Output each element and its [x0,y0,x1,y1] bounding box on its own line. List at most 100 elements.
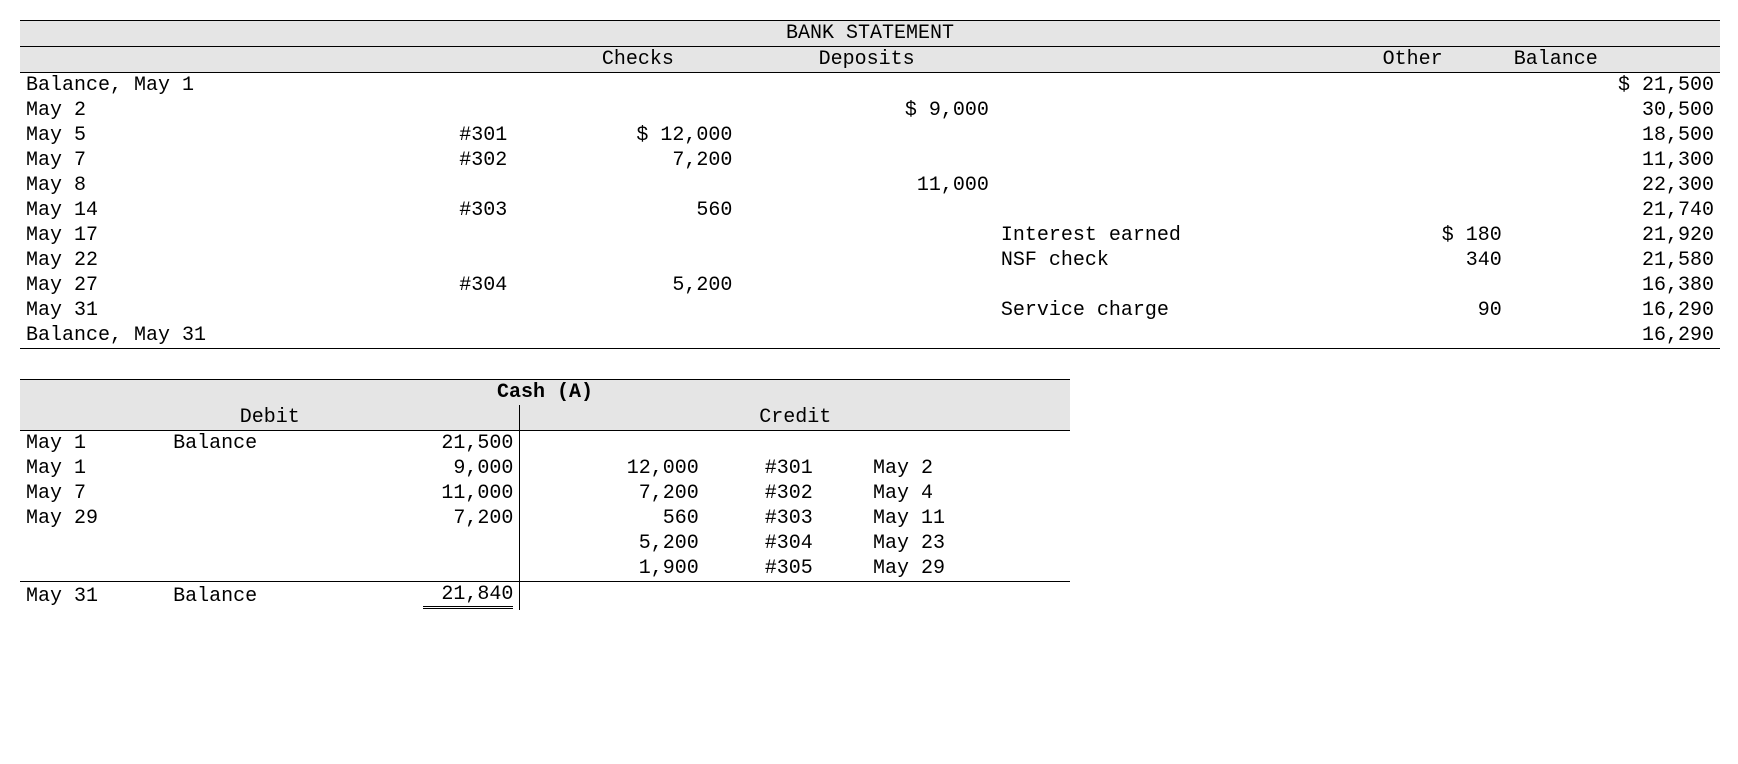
debit-label: Balance [167,431,334,457]
cell-checks [537,73,738,99]
bank-statement-row: May 22NSF check34021,580 [20,248,1720,273]
cell-date: May 31 [20,298,376,323]
cell-checks: 5,200 [537,273,738,298]
credit-amount: 12,000 [520,456,705,481]
cell-other-desc: Service charge [995,298,1318,323]
cell-check-num [376,323,537,349]
cash-row: May 297,200560#303May 11 [20,506,1070,531]
debit-amount: 21,500 [334,431,520,457]
credit-date [867,431,1070,457]
debit-date: May 7 [20,481,167,506]
debit-amount: 9,000 [334,456,520,481]
cell-balance: 21,580 [1508,248,1720,273]
cell-deposits [738,223,994,248]
debit-label [167,456,334,481]
bank-statement-title-row: BANK STATEMENT [20,21,1720,47]
credit-ref: #304 [705,531,867,556]
debit-label [167,506,334,531]
cell-other-desc [995,323,1318,349]
debit-amount [334,556,520,582]
cell-other-amt [1318,173,1508,198]
cell-date: May 17 [20,223,376,248]
cell-date: May 14 [20,198,376,223]
cell-balance: 30,500 [1508,98,1720,123]
cell-deposits: $ 9,000 [738,98,994,123]
cell-checks [537,248,738,273]
cell-check-num [376,248,537,273]
col-checks-header: Checks [537,47,738,73]
cell-checks: 560 [537,198,738,223]
cell-deposits [738,148,994,173]
cell-check-num: #302 [376,148,537,173]
cell-deposits [738,248,994,273]
cell-date: May 8 [20,173,376,198]
cash-ending-row: May 31 Balance 21,840 [20,582,1070,611]
bank-statement-table: BANK STATEMENT Checks Deposits Other Bal… [20,20,1720,349]
cell-deposits [738,198,994,223]
col-other-amt-header: Other [1318,47,1508,73]
cell-other-amt: 90 [1318,298,1508,323]
cell-check-num [376,73,537,99]
credit-ref [705,431,867,457]
cell-date: May 2 [20,98,376,123]
cell-other-amt [1318,98,1508,123]
credit-date: May 11 [867,506,1070,531]
credit-date: May 29 [867,556,1070,582]
cell-balance: 18,500 [1508,123,1720,148]
bank-statement-row: May 17Interest earned$ 18021,920 [20,223,1720,248]
cell-checks: $ 12,000 [537,123,738,148]
bank-statement-row: May 811,00022,300 [20,173,1720,198]
debit-date: May 29 [20,506,167,531]
cell-other-desc [995,273,1318,298]
cash-row: May 711,0007,200#302May 4 [20,481,1070,506]
cell-balance: 16,290 [1508,298,1720,323]
credit-amount [520,431,705,457]
cell-other-desc [995,198,1318,223]
credit-date: May 23 [867,531,1070,556]
cell-check-num [376,298,537,323]
credit-amount: 1,900 [520,556,705,582]
cell-check-num: #301 [376,123,537,148]
cell-check-num [376,223,537,248]
cash-row: 1,900#305May 29 [20,556,1070,582]
bank-statement-row: Balance, May 3116,290 [20,323,1720,349]
bank-statement-title: BANK STATEMENT [20,21,1720,47]
debit-date [20,531,167,556]
bank-statement-row: May 5#301$ 12,00018,500 [20,123,1720,148]
cell-date: May 7 [20,148,376,173]
credit-amount: 7,200 [520,481,705,506]
bank-statement-row: May 27#3045,20016,380 [20,273,1720,298]
cell-date: Balance, May 1 [20,73,376,99]
cell-other-amt: $ 180 [1318,223,1508,248]
debit-label [167,556,334,582]
cash-title: Cash (A) [20,380,1070,406]
cell-checks [537,298,738,323]
col-deposits-header: Deposits [738,47,994,73]
cash-row: May 1Balance21,500 [20,431,1070,457]
ending-label: Balance [167,582,334,611]
debit-header: Debit [20,405,520,431]
cell-other-amt [1318,198,1508,223]
debit-date: May 1 [20,456,167,481]
cell-other-desc [995,98,1318,123]
cell-date: May 22 [20,248,376,273]
credit-header: Credit [520,405,1070,431]
cell-deposits [738,323,994,349]
col-checknum-header [376,47,537,73]
cell-other-desc [995,123,1318,148]
cell-check-num [376,98,537,123]
cell-other-amt [1318,273,1508,298]
cell-other-desc [995,148,1318,173]
cell-balance: $ 21,500 [1508,73,1720,99]
cell-balance: 21,920 [1508,223,1720,248]
cell-other-amt [1318,73,1508,99]
col-balance-header: Balance [1508,47,1720,73]
cell-deposits [738,298,994,323]
credit-ref: #305 [705,556,867,582]
cash-taccount: Cash (A) Debit Credit May 1Balance21,500… [20,379,1070,610]
bank-statement-row: May 14#30356021,740 [20,198,1720,223]
cell-other-amt [1318,123,1508,148]
cell-other-amt [1318,323,1508,349]
cell-deposits [738,123,994,148]
credit-date: May 2 [867,456,1070,481]
